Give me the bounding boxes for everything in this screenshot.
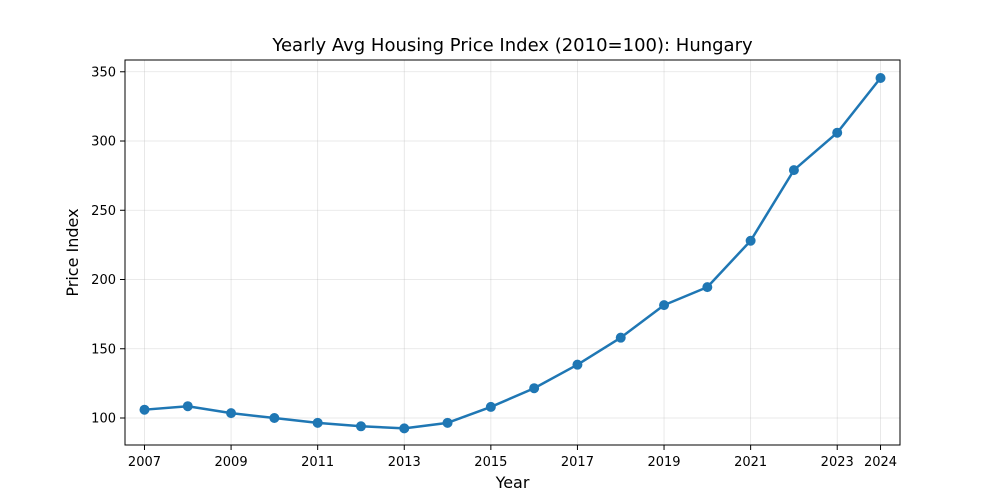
data-point-2009 [226, 408, 237, 419]
chart-title: Yearly Avg Housing Price Index (2010=100… [271, 35, 753, 56]
x-tick-label: 2011 [301, 455, 334, 470]
x-tick-label: 2021 [734, 455, 767, 470]
data-point-2010 [269, 412, 280, 423]
data-point-2017 [572, 359, 583, 370]
x-tick-label: 2023 [821, 455, 854, 470]
data-point-2008 [182, 401, 193, 412]
y-axis-label: Price Index [63, 208, 82, 296]
y-tick-label: 200 [91, 273, 116, 288]
price-index-line [143, 76, 882, 430]
x-tick-label: 2013 [388, 455, 421, 470]
x-tick-label: 2017 [561, 455, 594, 470]
data-point-2020 [702, 282, 713, 293]
x-tick-label: 2015 [474, 455, 507, 470]
y-tick-label: 250 [91, 204, 116, 219]
data-point-2012 [355, 421, 366, 432]
data-point-2015 [485, 401, 496, 412]
y-axis-ticks: 100 150 200 250 300 350 [91, 65, 125, 426]
grid-lines [125, 60, 900, 445]
data-point-2022 [788, 165, 799, 176]
x-tick-label: 2024 [864, 455, 897, 470]
x-tick-label: 2007 [128, 455, 161, 470]
data-point-2016 [529, 383, 540, 394]
x-axis-label: Year [495, 473, 530, 492]
y-tick-label: 300 [91, 135, 116, 150]
data-point-2018 [615, 332, 626, 343]
x-axis-ticks: 2007 2009 2011 2013 2015 2017 2019 2021 2023 2024 [128, 445, 897, 470]
y-tick-label: 150 [91, 342, 116, 357]
data-point-2023 [832, 127, 843, 138]
data-point-2011 [312, 417, 323, 428]
y-tick-label: 100 [91, 411, 116, 426]
data-point-2007 [139, 404, 150, 415]
plot-area-frame [124, 59, 901, 446]
y-tick-label: 350 [91, 65, 116, 80]
data-point-2014 [442, 417, 453, 428]
x-tick-label: 2009 [215, 455, 248, 470]
x-tick-label: 2019 [647, 455, 680, 470]
data-point-2019 [659, 300, 670, 311]
data-point-2021 [745, 235, 756, 246]
data-point-2024 [875, 73, 886, 83]
price-index-markers [139, 73, 886, 434]
data-point-2013 [399, 423, 410, 434]
